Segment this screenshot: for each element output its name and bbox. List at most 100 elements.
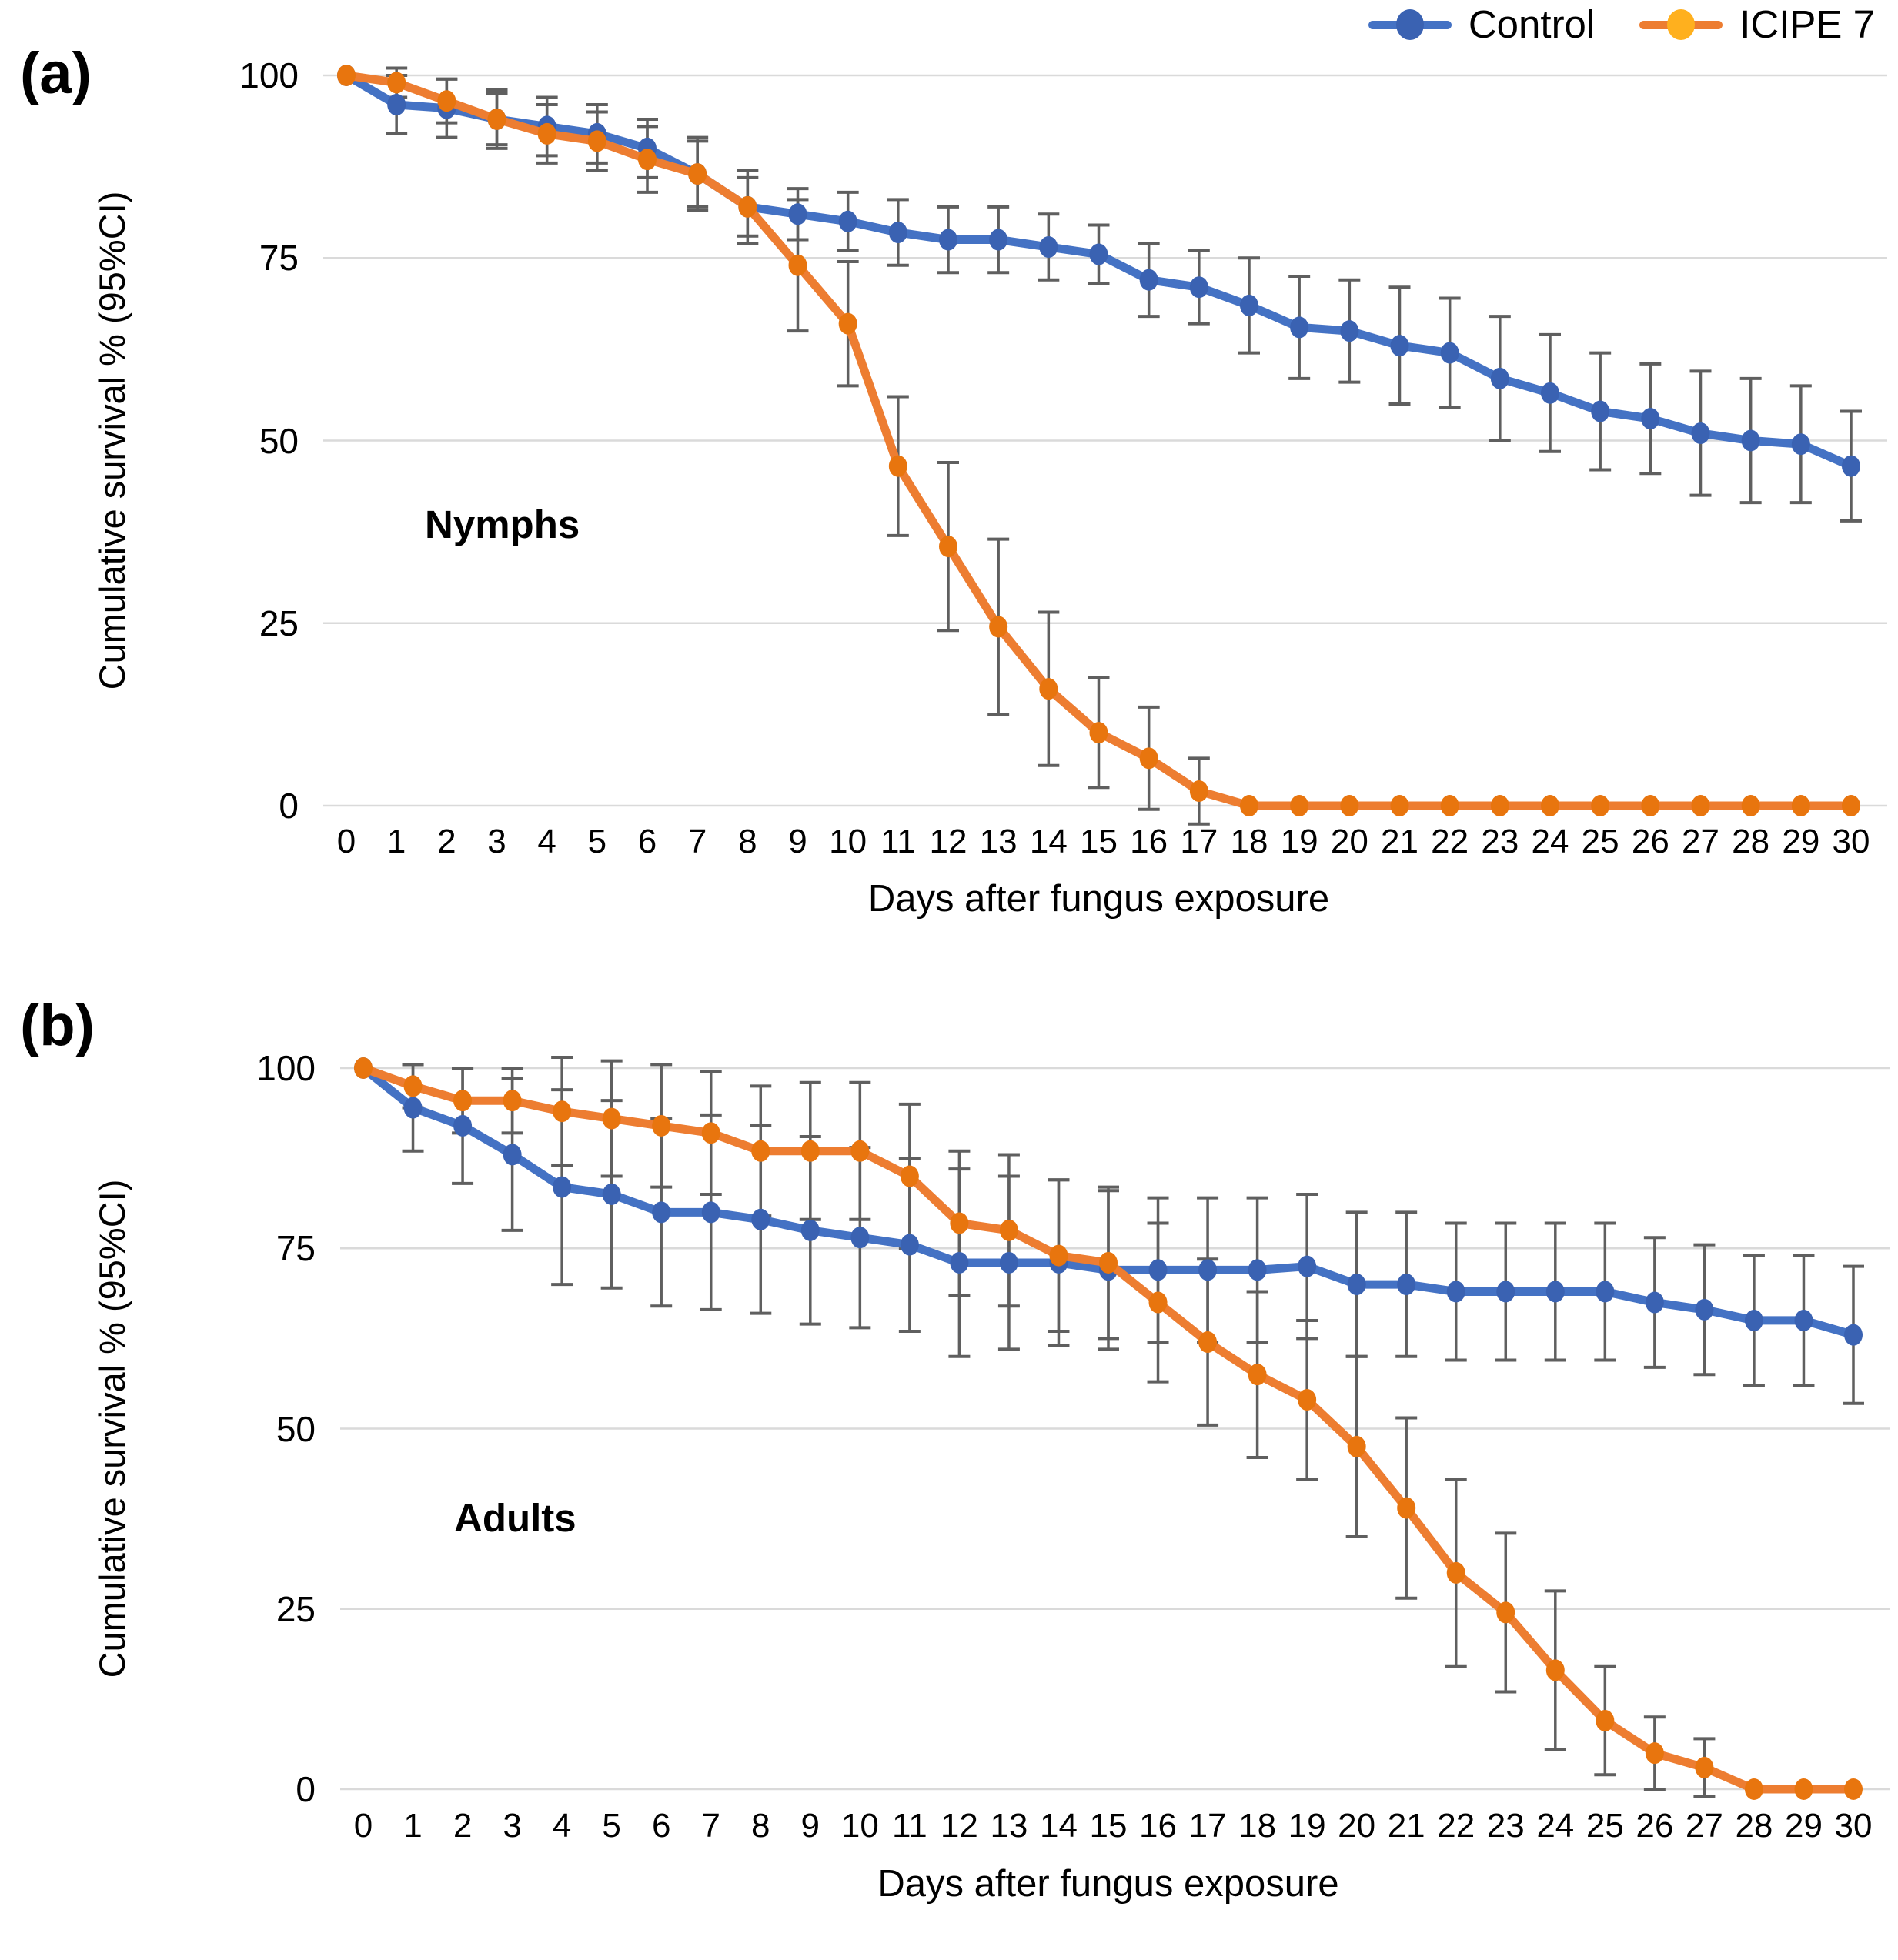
data-point-marker (1148, 1259, 1168, 1281)
x-tick-label: 21 (1387, 1807, 1425, 1845)
x-tick-label: 29 (1782, 823, 1820, 860)
data-point-marker (999, 1219, 1018, 1241)
data-point-marker (1039, 678, 1058, 700)
x-tick-label: 5 (602, 1807, 621, 1845)
data-point-marker (354, 1057, 373, 1079)
x-tick-label: 16 (1130, 823, 1168, 860)
data-point-marker (800, 1219, 820, 1241)
y-tick-label: 25 (276, 1588, 316, 1629)
x-tick-label: 17 (1180, 823, 1218, 860)
x-tick-label: 18 (1238, 1807, 1277, 1845)
y-tick-label: 75 (276, 1228, 316, 1269)
data-point-marker (1148, 1291, 1168, 1314)
x-tick-label: 11 (892, 1807, 927, 1845)
data-point-marker (1390, 795, 1409, 816)
data-point-marker (602, 1183, 621, 1205)
data-point-marker (1189, 780, 1208, 803)
chart-legend: Control ICIPE 7 (1368, 5, 1875, 44)
x-tick-label: 19 (1280, 823, 1318, 860)
x-tick-label: 11 (880, 823, 916, 860)
x-tick-label: 8 (738, 823, 757, 860)
data-point-marker (1645, 1291, 1664, 1314)
data-point-marker (788, 203, 807, 225)
data-point-marker (1596, 1709, 1615, 1731)
data-point-marker (1695, 1298, 1714, 1321)
x-tick-label: 18 (1230, 823, 1268, 860)
x-tick-label: 5 (587, 823, 607, 860)
x-tick-label: 19 (1288, 1807, 1326, 1845)
x-tick-label: 23 (1481, 823, 1519, 860)
panel-a: (a) Cumulative survival % (95%CI) Contro… (0, 0, 1898, 958)
data-point-marker (1842, 795, 1860, 816)
legend-item-control: Control (1368, 5, 1595, 44)
data-point-marker (1290, 795, 1309, 816)
x-tick-label: 30 (1834, 1807, 1873, 1845)
data-point-marker (850, 1227, 870, 1249)
data-point-marker (1641, 795, 1660, 816)
panel-b-x-axis-label: Days after fungus exposure (877, 1863, 1339, 1905)
data-point-marker (1240, 294, 1258, 316)
data-point-marker (1240, 795, 1258, 816)
x-tick-label: 22 (1437, 1807, 1475, 1845)
data-point-marker (701, 1122, 720, 1144)
x-tick-label: 25 (1581, 823, 1619, 860)
data-point-marker (503, 1090, 522, 1112)
data-point-marker (1298, 1389, 1317, 1411)
data-point-marker (1099, 1251, 1118, 1274)
data-point-marker (1541, 795, 1559, 816)
data-point-marker (800, 1140, 820, 1162)
y-tick-label: 100 (239, 55, 299, 95)
data-point-marker (1794, 1778, 1813, 1800)
panel-b-plot-area (340, 1055, 1890, 1800)
x-tick-label: 9 (788, 823, 807, 860)
data-point-marker (738, 195, 757, 218)
data-point-marker (688, 163, 707, 185)
y-tick-label: 0 (279, 786, 299, 826)
x-tick-label: 9 (800, 1807, 820, 1845)
data-point-marker (537, 122, 556, 145)
data-point-marker (1591, 400, 1610, 422)
data-point-marker (1741, 429, 1760, 452)
x-tick-label: 13 (979, 823, 1018, 860)
x-tick-label: 28 (1732, 823, 1770, 860)
data-point-marker (850, 1140, 870, 1162)
x-tick-label: 1 (403, 1807, 423, 1845)
data-point-marker (638, 149, 657, 171)
data-point-marker (387, 93, 406, 115)
x-tick-label: 8 (751, 1807, 770, 1845)
x-tick-label: 10 (829, 823, 867, 860)
data-point-marker (1844, 1324, 1863, 1346)
x-tick-label: 28 (1735, 1807, 1773, 1845)
panel-a-plot-area (323, 65, 1887, 826)
x-tick-label: 4 (552, 1807, 572, 1845)
data-point-marker (1842, 455, 1860, 477)
data-point-marker (1645, 1742, 1664, 1765)
data-point-marker (1440, 795, 1459, 816)
data-point-marker (1791, 433, 1810, 456)
data-point-marker (1397, 1274, 1416, 1296)
x-tick-label: 3 (487, 823, 506, 860)
data-point-marker (888, 455, 907, 477)
x-tick-label: 14 (1029, 823, 1068, 860)
data-point-marker (900, 1234, 919, 1256)
data-point-marker (1545, 1659, 1565, 1681)
y-tick-label: 75 (259, 238, 299, 279)
x-tick-label: 30 (1832, 823, 1870, 860)
data-point-marker (1039, 236, 1058, 259)
x-tick-label: 1 (386, 823, 406, 860)
x-tick-label: 26 (1631, 823, 1669, 860)
x-tick-label: 25 (1586, 1807, 1624, 1845)
x-tick-label: 7 (687, 823, 707, 860)
x-tick-label: 20 (1338, 1807, 1376, 1845)
data-point-marker (1049, 1244, 1068, 1267)
data-point-marker (1340, 320, 1359, 342)
data-point-marker (989, 229, 1008, 251)
legend-item-icipe7: ICIPE 7 (1639, 5, 1875, 44)
data-point-marker (1440, 342, 1459, 364)
data-point-marker (503, 1144, 522, 1166)
data-point-marker (788, 254, 807, 276)
data-point-marker (1446, 1281, 1465, 1303)
data-point-marker (751, 1208, 770, 1230)
x-tick-label: 7 (701, 1807, 720, 1845)
x-tick-label: 2 (453, 1807, 473, 1845)
